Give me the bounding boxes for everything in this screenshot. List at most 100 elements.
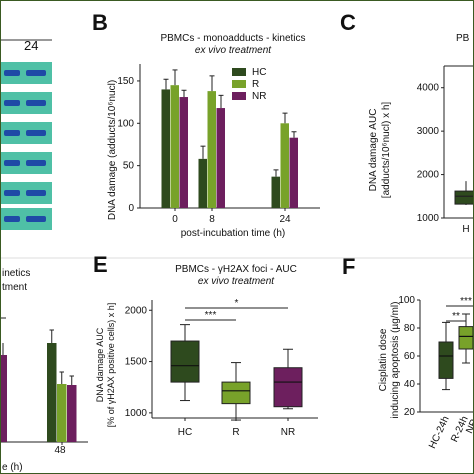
panel-c-letter: C [340, 10, 356, 35]
panel-e-x-tick-label: HC [178, 427, 192, 438]
blot-band [4, 190, 20, 196]
panel-c-x-tick-label: H [462, 224, 469, 235]
panel-c-ylabel-1: DNA damage AUC [368, 109, 379, 192]
panel-b-ylabel-1: DNA damage [107, 160, 118, 220]
panel-d-plot [0, 317, 88, 445]
panel-d-bar-nr [0, 355, 7, 442]
blot-band [26, 100, 46, 106]
panel-b-bar-hc [198, 158, 207, 208]
panel-c-y-tick-label: 1000 [417, 213, 440, 224]
panel-f-sig-label: ** [452, 311, 460, 322]
panel-f-y-tick-label: 60 [404, 351, 416, 362]
panel-b-bar-hc [271, 176, 280, 208]
panel-f-x-tick-label: NR- [464, 415, 474, 436]
blot-band [4, 216, 20, 222]
panel-b-bar-r [207, 91, 216, 208]
panel-c-title: PB [456, 33, 470, 44]
panel-e-letter: E [93, 252, 108, 277]
panel-d-xlabel-fragment: e (h) [2, 462, 23, 473]
blot-band [26, 190, 46, 196]
panel-d-title-fragment: inetics [2, 268, 30, 279]
panel-e-title: PBMCs - γH2AX foci - AUC [175, 264, 297, 275]
panel-f-x-tick-label: HC-24h [427, 415, 452, 451]
panel-e-y-tick-label: 2000 [125, 305, 148, 316]
panel-e-ylabel-2: [% of γH2AX positive cells) x h] [106, 303, 116, 428]
blot-band [26, 130, 46, 136]
panel-b-legend-label-nr: NR [252, 91, 266, 102]
panel-b-bar-nr [179, 97, 188, 208]
panel-e-subtitle: ex vivo treatment [198, 276, 275, 287]
blot-band [4, 100, 20, 106]
panel-e-box-nr [273, 367, 303, 408]
panel-b-legend-swatch-nr [232, 92, 246, 100]
panel-b-ylabel: DNA damage (adducts/10⁶nucl) [107, 80, 118, 220]
panel-b-legend-label-r: R [252, 79, 259, 90]
panel-e-y-tick-label: 1500 [125, 357, 148, 368]
panel-f-box-hc [438, 341, 454, 379]
blot-band [4, 70, 20, 76]
panel-d-bar-r [57, 384, 67, 442]
panel-b-y-tick-label: 100 [117, 118, 134, 129]
panel-d-subtitle-fragment: tment [2, 282, 27, 293]
panel-b-y-tick-label: 50 [123, 161, 135, 172]
panel-b-y-tick-label: 0 [128, 203, 134, 214]
blot-band [26, 70, 46, 76]
blot-band [26, 216, 46, 222]
blot-band [26, 160, 46, 166]
panel-b-legend-label-hc: HC [252, 67, 266, 78]
panel-b-bar-r [170, 85, 179, 208]
panel-b-xlabel: post-incubation time (h) [181, 228, 286, 239]
panel-f: F Cisplatin dose inducing apoptosis (µg/… [342, 254, 474, 451]
panel-f-sig-label: *** [460, 296, 472, 307]
panel-b-subtitle: ex vivo treatment [195, 45, 272, 56]
panel-b-bar-r [280, 123, 289, 208]
panel-f-y-tick-label: 100 [398, 295, 415, 306]
panel-c-plot: 1000 2000 3000 4000 H [417, 65, 474, 235]
blot-strips [0, 62, 52, 230]
panel-b-ylabel-2: (adducts/10⁶nucl) [107, 80, 118, 158]
panel-b-x-tick-label: 8 [209, 214, 215, 225]
panel-b-legend-swatch-r [232, 80, 246, 88]
panel-b-legend-swatch-hc [232, 68, 246, 76]
panel-c-y-tick-label: 4000 [417, 83, 440, 94]
panel-c-y-tick-label: 2000 [417, 170, 440, 181]
panel-b-x-tick-label: 24 [279, 214, 291, 225]
panel-b-letter: B [92, 10, 108, 35]
panel-f-y-tick-label: 80 [404, 323, 416, 334]
panel-b: B PBMCs - monoadducts - kinetics ex vivo… [92, 10, 320, 239]
panel-e-box-r [221, 381, 251, 405]
panel-e-x-tick-label: R [232, 427, 239, 438]
panel-c-ylabel-2: [adducts/10⁶nucl) x h] [381, 102, 392, 199]
panel-e: E PBMCs - γH2AX foci - AUC ex vivo treat… [93, 252, 318, 438]
panel-f-ylabel-2: inducing apoptosis (µg/ml) [390, 302, 401, 419]
panel-d-tick-48: 48 [54, 445, 66, 456]
blot-band [4, 130, 20, 136]
panel-d-bar-nr [67, 385, 77, 442]
panel-e-sig-label: * [235, 298, 239, 309]
panel-f-ylabel-1: Cisplatin dose [378, 328, 389, 391]
panel-e-box-hc [170, 340, 200, 383]
panel-b-bar-nr [289, 137, 298, 208]
blot-band [4, 160, 20, 166]
panel-b-y-tick-label: 150 [117, 76, 134, 87]
panel-e-sig-label: *** [205, 310, 217, 321]
panel-c: C PB DNA damage AUC [adducts/10⁶nucl) x … [340, 10, 474, 235]
panel-b-title: PBMCs - monoadducts - kinetics [160, 33, 305, 44]
panel-e-ylabel-1: DNA damage AUC [95, 327, 105, 402]
panel-b-bar-hc [161, 89, 170, 208]
panel-a-label-24: 24 [24, 38, 38, 53]
panel-c-box-hc [454, 190, 474, 205]
panel-b-bar-nr [216, 108, 225, 208]
panel-f-box-r [458, 326, 474, 350]
panel-f-y-tick-label: 20 [404, 407, 416, 418]
panel-d-bar-hc [47, 343, 57, 442]
panel-b-x-tick-label: 0 [172, 214, 178, 225]
panel-f-y-tick-label: 40 [404, 379, 416, 390]
panel-f-letter: F [342, 254, 355, 279]
panel-e-x-tick-label: NR [281, 427, 295, 438]
panel-e-y-tick-label: 1000 [125, 408, 148, 419]
panel-d: inetics tment 48 e (h) [0, 268, 88, 473]
panel-a: 24 [0, 38, 52, 230]
